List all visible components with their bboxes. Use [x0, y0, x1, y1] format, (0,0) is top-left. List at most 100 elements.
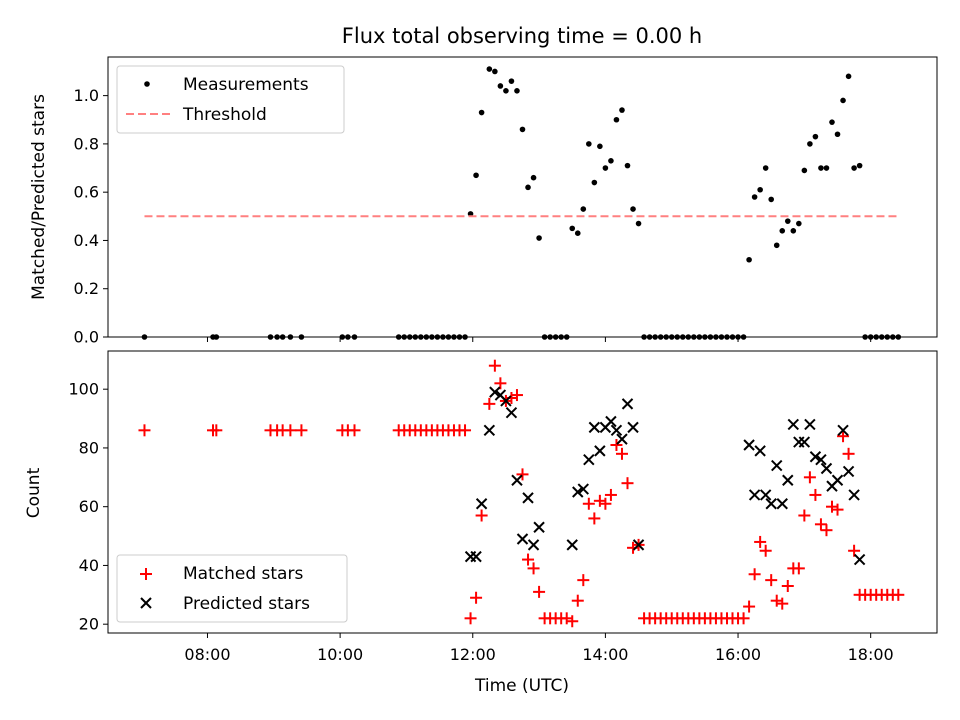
measurements-point — [619, 107, 625, 113]
predicted-stars-point — [804, 418, 816, 431]
matched-stars-point — [464, 612, 477, 625]
matched-stars-point — [527, 562, 540, 575]
measurements-point — [602, 165, 609, 171]
matched-stars-point — [848, 544, 861, 557]
measurements-point — [591, 179, 598, 186]
matched-stars-point — [615, 447, 628, 460]
top-y-tick: 0.0 — [74, 328, 108, 347]
matched-stars-point — [284, 424, 297, 437]
top-y-tick: 0.2 — [74, 279, 108, 298]
bottom-x-tick: 16:00 — [715, 633, 761, 664]
top-y-tick-label: 0.8 — [74, 134, 99, 153]
predicted-stars-point — [743, 439, 755, 451]
predicted-stars-point — [475, 498, 488, 510]
matched-stars-point — [748, 568, 761, 581]
bottom-y-tick: 40 — [79, 556, 108, 575]
predicted-stars-point — [787, 418, 800, 431]
top-y-tick: 0.8 — [74, 134, 108, 153]
measurements-point — [845, 73, 852, 80]
predicted-stars-point — [572, 486, 584, 498]
matched-stars-point — [737, 612, 750, 625]
predicted-stars-point — [505, 406, 518, 419]
matched-stars-point — [798, 509, 811, 522]
predicted-stars-point — [610, 424, 623, 437]
matched-stars-point — [483, 397, 496, 410]
measurements-point — [840, 97, 846, 104]
matched-stars-point — [792, 562, 805, 575]
measurements-point — [478, 109, 485, 116]
bottom-x-tick: 14:00 — [582, 633, 628, 664]
measurements-point — [473, 172, 479, 179]
matched-stars-point — [842, 447, 855, 460]
bottom-x-tick: 10:00 — [317, 633, 363, 664]
matched-stars-point — [610, 439, 623, 451]
predicted-stars-point — [483, 424, 496, 437]
top-y-tick-label: 0.2 — [74, 279, 99, 298]
measurements-point — [630, 206, 636, 212]
measurements-point — [807, 141, 813, 147]
matched-stars-point — [892, 588, 905, 601]
predicted-stars-point — [793, 436, 805, 448]
predicted-stars-point — [605, 415, 617, 428]
matched-stars-point — [825, 500, 838, 513]
bottom-y-tick: 20 — [79, 615, 108, 634]
predicted-stars-point — [627, 421, 639, 434]
predicted-stars-point — [853, 553, 866, 566]
predicted-stars-point — [848, 489, 860, 501]
bottom-y-tick: 60 — [79, 497, 108, 516]
top-panel-y-axis: 0.0 0.2 0.4 0.6 0.8 1.0 — [74, 86, 108, 347]
matched-stars-point — [754, 535, 767, 548]
predicted-stars-point — [765, 498, 777, 510]
measurements-point — [812, 133, 819, 140]
top-panel-legend: Measurements Threshold — [116, 65, 345, 134]
measurements-point — [829, 119, 835, 125]
measurements-point — [624, 162, 631, 169]
measurements-point — [762, 165, 769, 171]
measurements-point — [492, 68, 498, 75]
predicted-stars-point — [837, 424, 849, 437]
measurements-point — [773, 242, 780, 249]
legend-matched-label: Matched stars — [183, 564, 303, 584]
x-axis-label: Time (UTC) — [474, 676, 569, 696]
measurements-point — [796, 220, 802, 227]
predicted-stars-point — [516, 533, 529, 545]
top-y-tick-label: 0.0 — [74, 328, 99, 347]
matched-stars-point — [577, 574, 590, 587]
legend-measurements-label: Measurements — [183, 75, 309, 95]
bottom-y-tick-label: 100 — [68, 380, 99, 399]
predicted-stars-point — [522, 492, 534, 504]
matched-stars-point — [820, 524, 833, 537]
x-tick-label: 16:00 — [715, 645, 761, 664]
top-y-tick: 1.0 — [74, 86, 108, 105]
matched-stars-point — [566, 615, 579, 628]
matched-stars-point — [348, 424, 361, 437]
predicted-stars-point — [527, 539, 540, 551]
matched-stars-point — [516, 468, 529, 481]
predicted-stars-point — [464, 550, 477, 563]
measurements-point — [851, 165, 857, 171]
predicted-stars-point — [842, 465, 855, 478]
legend-measurements-marker — [144, 81, 150, 87]
measurements-point — [580, 206, 587, 212]
matched-stars-point — [803, 471, 816, 484]
matched-stars-point — [560, 612, 573, 625]
measurements-point — [536, 235, 542, 241]
matched-stars-point — [510, 389, 523, 402]
predicted-stars-point — [583, 453, 595, 466]
bottom-panel-plot-area — [138, 359, 905, 628]
top-panel-y-axis-label: Matched/Predicted stars — [29, 94, 49, 300]
bottom-y-tick: 80 — [79, 438, 108, 457]
top-y-tick-label: 1.0 — [74, 86, 99, 105]
predicted-stars-point — [577, 483, 590, 495]
legend-matched-marker — [140, 568, 152, 580]
measurements-point — [823, 165, 830, 171]
top-y-tick-label: 0.4 — [74, 231, 99, 250]
predicted-stars-point — [771, 459, 783, 472]
matched-stars-point — [295, 424, 308, 437]
predicted-stars-point — [489, 386, 501, 398]
measurements-point — [779, 227, 786, 234]
matched-stars-point — [533, 585, 546, 598]
predicted-stars-point — [500, 395, 512, 407]
predicted-stars-point — [616, 433, 628, 445]
